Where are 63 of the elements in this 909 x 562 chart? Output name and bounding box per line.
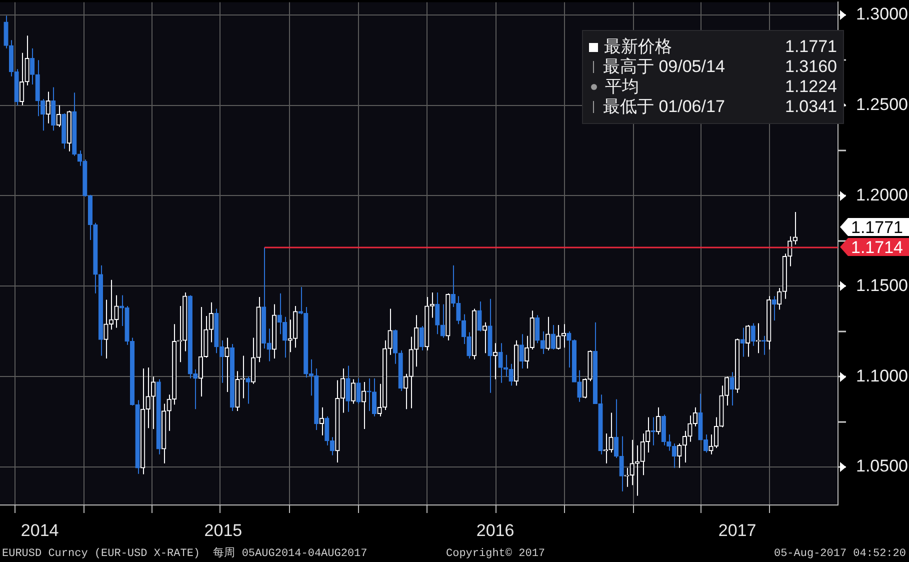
y-tick-label: 1.1500: [856, 276, 908, 295]
candlestick: [51, 86, 56, 132]
candlestick: [419, 325, 424, 351]
candlestick: [46, 91, 50, 124]
text: 最新价格: [604, 37, 672, 56]
text: 最高于 09/05/14 1.3160: [603, 57, 837, 76]
text: 1.1771: [851, 218, 903, 238]
candlestick: [388, 308, 392, 356]
candlestick: [440, 304, 446, 338]
candlestick: [556, 324, 561, 350]
candlestick: [346, 365, 350, 412]
y-tick-label: 1.0500: [856, 456, 908, 476]
candlestick: [550, 324, 556, 350]
candlestick: [750, 322, 756, 346]
y-tick-label: 1.2000: [856, 185, 908, 204]
candlestick: [577, 370, 582, 402]
candlestick: [404, 373, 408, 410]
candlestick: [540, 330, 545, 354]
candlestick: [246, 376, 250, 404]
candlestick: [482, 322, 488, 354]
y-tick-label: 1.3000: [856, 4, 908, 24]
candlestick: [288, 319, 292, 353]
candlestick: [4, 15, 8, 49]
candlestick: [350, 378, 356, 404]
candlestick: [224, 337, 230, 392]
candlestick: [392, 329, 398, 364]
candlestick: [319, 406, 324, 436]
y-tick-label: 1.1000: [856, 366, 908, 386]
text: 05-Aug-2017 04:52:20: [774, 548, 906, 560]
candlestick: [777, 287, 782, 310]
candlestick: [30, 48, 35, 85]
ref-line-label: 1.1714: [848, 238, 909, 258]
y-tick-label: 1.2500: [856, 94, 908, 114]
x-tick-label: 2017: [718, 520, 756, 540]
candlestick: [546, 316, 550, 351]
x-tick-label: 2014: [20, 520, 59, 540]
text: Copyright© 2017: [446, 548, 546, 560]
candlestick: [519, 334, 524, 369]
candlestick: [535, 314, 540, 344]
candlestick: [745, 324, 750, 358]
candlestick: [435, 292, 440, 335]
candlestick: [566, 330, 572, 368]
candlestick: [356, 378, 361, 404]
text: EURUSD Curncy (EUR-USD X-RATE) 每周 05AUG2014-04AUG2017: [2, 546, 368, 560]
candlestick: [250, 337, 256, 384]
text: 最低于 01/06/17 1.0341: [603, 97, 837, 116]
candlestick: [361, 382, 366, 430]
candlestick: [366, 378, 372, 412]
candlestick: [414, 314, 419, 368]
candlestick: [56, 104, 61, 128]
x-tick-label: 2016: [476, 520, 514, 540]
x-tick-label: 2015: [204, 520, 242, 540]
candlestick: [208, 302, 214, 343]
candlestick: [730, 372, 734, 406]
candlestick: [477, 301, 482, 332]
candlestick: [656, 406, 661, 435]
text: 平均 1.1224: [605, 77, 837, 96]
annotation: 1.1771: [785, 37, 837, 57]
candlestick: [150, 376, 156, 430]
candlestick: [635, 444, 640, 496]
candlestick: [740, 327, 745, 358]
candlestick: [792, 212, 798, 246]
candlestick: [372, 378, 377, 417]
